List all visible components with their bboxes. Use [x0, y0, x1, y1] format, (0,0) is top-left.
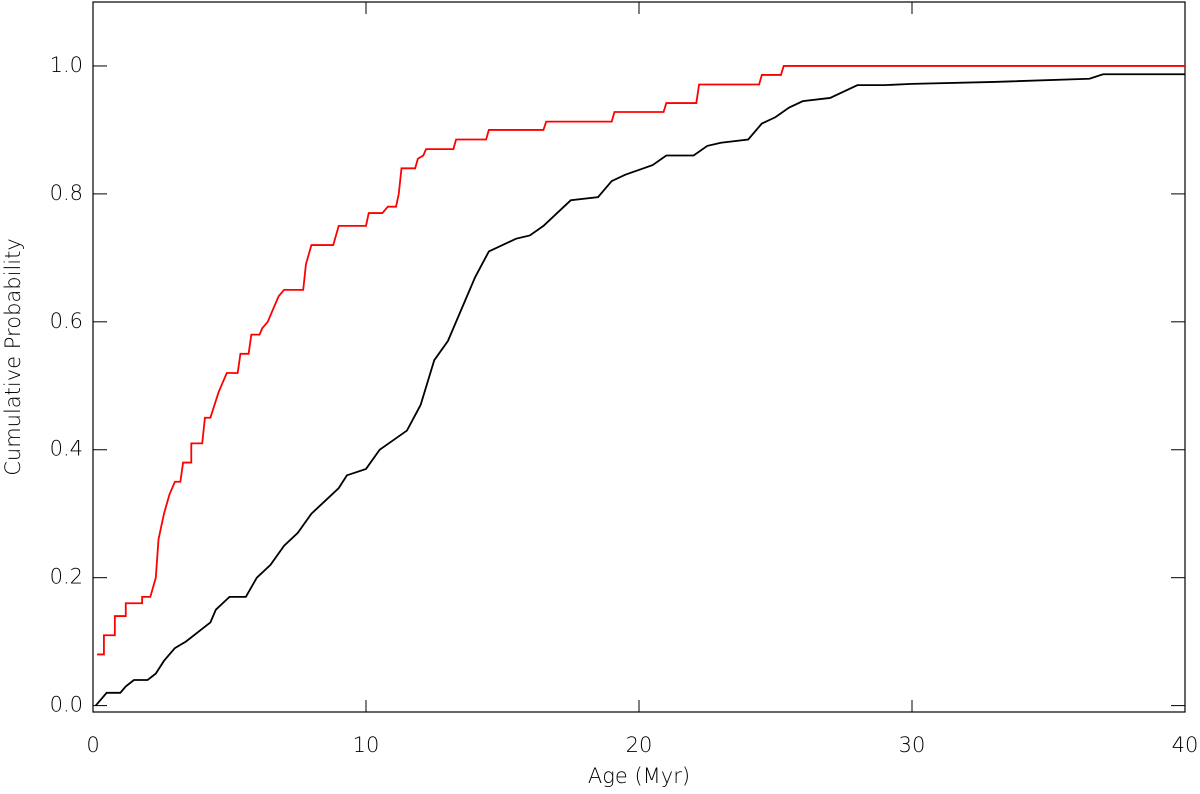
x-tick-label: 40: [1172, 733, 1199, 757]
x-tick-label: 20: [626, 733, 653, 757]
y-tick-label: 0.8: [50, 181, 83, 205]
y-tick-label: 1.0: [50, 53, 83, 77]
y-axis-label: Cumulative Probability: [1, 238, 25, 476]
series-line: [97, 65, 1185, 656]
x-tick-label: 30: [899, 733, 926, 757]
y-tick-label: 0.4: [50, 437, 83, 461]
y-tick-label: 0.6: [50, 309, 83, 333]
plot-frame: [92, 1, 1186, 713]
x-axis-label: Age (Myr): [588, 764, 690, 788]
x-tick-label: 0: [86, 733, 99, 757]
x-tick-label: 10: [353, 733, 380, 757]
series-line: [95, 73, 1185, 707]
y-tick-label: 0.0: [50, 693, 83, 717]
y-tick-label: 0.2: [50, 565, 83, 589]
